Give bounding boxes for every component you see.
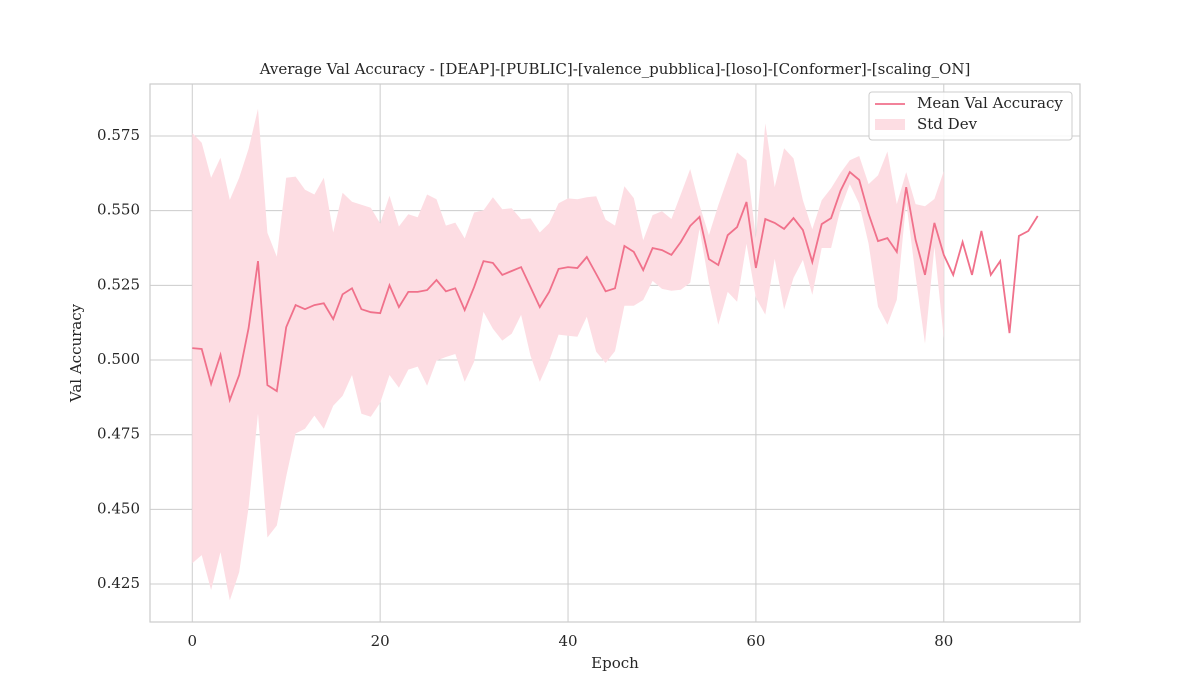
y-tick-label: 0.575 xyxy=(97,126,140,144)
mean-line xyxy=(192,170,1039,404)
x-axis-label: Epoch xyxy=(591,654,639,672)
y-tick-label: 0.525 xyxy=(97,275,140,293)
legend-box xyxy=(868,91,1073,141)
plot-frame xyxy=(149,83,1081,623)
std-band xyxy=(192,108,944,601)
y-axis-label: Val Accuracy xyxy=(67,303,85,403)
x-tick-label: 60 xyxy=(746,632,765,650)
y-tick-label: 0.450 xyxy=(97,499,140,517)
legend-label: Mean Val Accuracy xyxy=(917,94,1063,112)
x-tick-label: 20 xyxy=(371,632,390,650)
legend-label: Std Dev xyxy=(917,115,978,133)
x-tick-label: 0 xyxy=(187,632,197,650)
y-tick-label: 0.425 xyxy=(97,574,140,592)
y-tick-label: 0.550 xyxy=(97,201,140,219)
y-tick-label: 0.475 xyxy=(97,425,140,443)
chart-title: Average Val Accuracy - [DEAP]-[PUBLIC]-[… xyxy=(259,60,971,78)
x-tick-label: 80 xyxy=(934,632,953,650)
x-tick-label: 40 xyxy=(558,632,577,650)
legend-patch xyxy=(875,119,905,130)
y-tick-label: 0.500 xyxy=(97,350,140,368)
